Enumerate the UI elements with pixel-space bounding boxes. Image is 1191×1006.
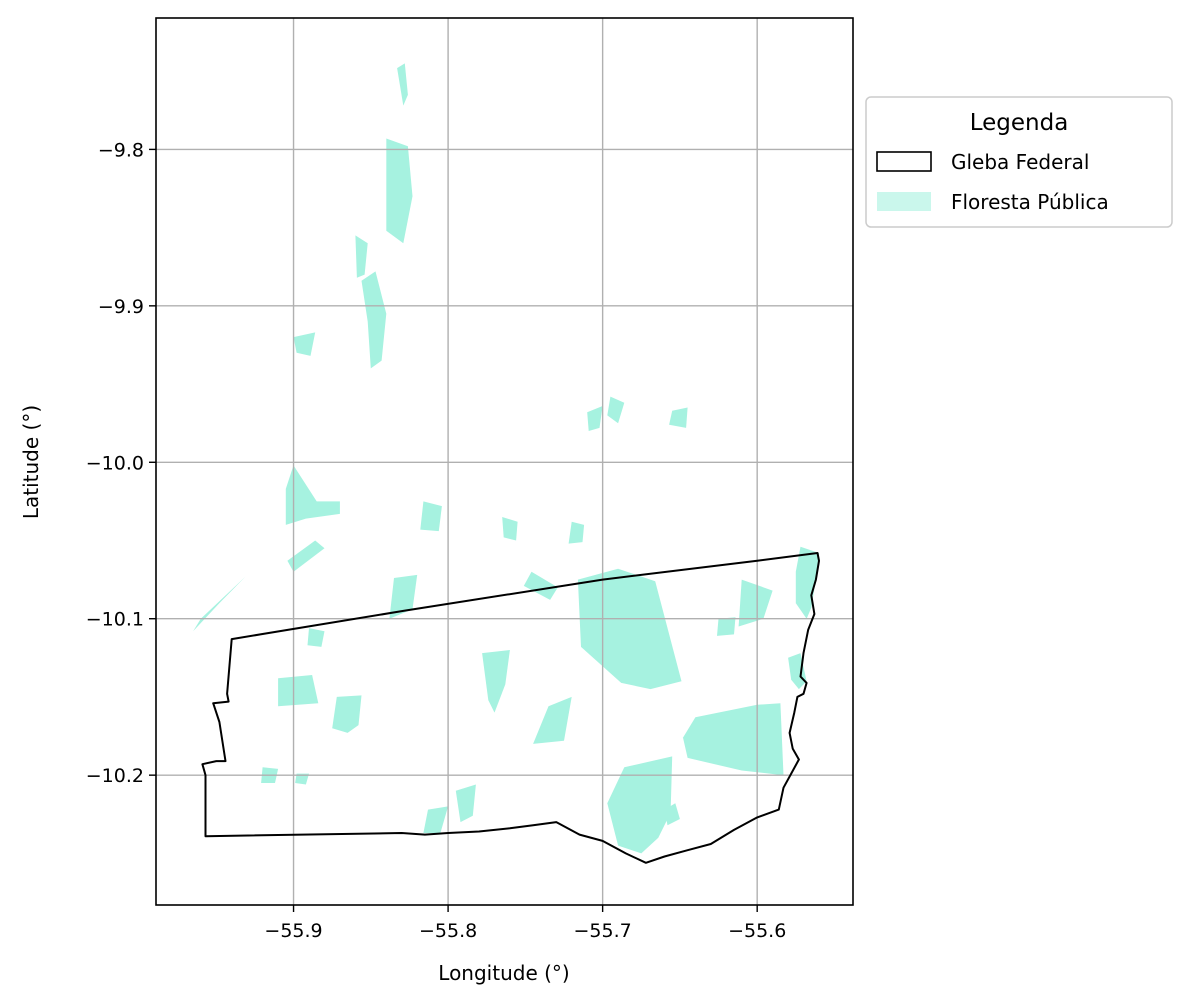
- legend: Legenda Gleba Federal Floresta Pública: [865, 96, 1173, 228]
- forest-patch-32: [717, 617, 736, 636]
- forest-patch-6: [482, 650, 510, 713]
- x-tick-label: −55.8: [419, 920, 477, 942]
- forest-layer: [193, 63, 819, 854]
- forest-patch-25: [423, 806, 449, 833]
- x-axis: −55.9 −55.8 −55.7 −55.6: [264, 905, 786, 942]
- forest-patch-17: [293, 332, 316, 356]
- boundary-layer: [201, 552, 820, 864]
- forest-patch-7: [332, 695, 362, 733]
- forest-patch-1: [683, 703, 784, 776]
- forest-patch-2: [607, 756, 673, 854]
- legend-swatch-gleba: [876, 151, 932, 172]
- forest-patch-9: [533, 696, 572, 744]
- forest-patch-24: [523, 571, 558, 600]
- x-axis-title: Longitude (°): [438, 961, 569, 985]
- forest-patch-18: [568, 521, 585, 544]
- plot-background: [156, 18, 853, 905]
- forest-patch-31: [295, 773, 309, 785]
- forest-patch-23: [420, 501, 442, 532]
- legend-title: Legenda: [970, 110, 1069, 136]
- forest-patch-10: [455, 784, 476, 823]
- forest-patch-19: [669, 407, 688, 428]
- forest-patch-8: [389, 574, 418, 619]
- y-axis-title: Latitude (°): [19, 405, 43, 519]
- forest-patch-21: [607, 396, 625, 424]
- forest-patch-16: [355, 235, 368, 278]
- plot-frame: [155, 17, 854, 906]
- y-axis: −9.8 −9.9 −10.0 −10.1 −10.2: [86, 139, 156, 787]
- y-tick-label: −10.2: [86, 765, 144, 787]
- forest-patch-3: [795, 546, 819, 619]
- forest-patch-20: [587, 406, 603, 431]
- x-tick-label: −55.9: [264, 920, 322, 942]
- x-tick-label: −55.7: [574, 920, 632, 942]
- legend-swatch-floresta: [877, 192, 931, 211]
- forest-patch-22: [502, 517, 518, 541]
- x-tick-label: −55.6: [728, 920, 786, 942]
- y-tick-label: −9.8: [98, 139, 144, 161]
- legend-label-gleba: Gleba Federal: [951, 150, 1089, 174]
- grid-layer: [156, 18, 853, 905]
- gleba-boundary: [201, 552, 820, 864]
- forest-patch-26: [664, 803, 680, 826]
- legend-box: [865, 96, 1173, 228]
- legend-label-floresta: Floresta Pública: [951, 190, 1109, 214]
- forest-patch-0: [577, 568, 682, 690]
- forest-patch-5: [278, 675, 319, 707]
- y-tick-label: −10.0: [86, 452, 144, 474]
- forest-patch-15: [397, 63, 408, 106]
- forest-patch-11: [738, 579, 773, 627]
- y-tick-label: −9.9: [98, 296, 144, 318]
- y-tick-label: −10.1: [86, 609, 144, 631]
- forest-patch-13: [386, 138, 413, 244]
- forest-patch-14: [361, 271, 387, 369]
- forest-patch-29: [307, 628, 325, 647]
- forest-patch-28: [287, 540, 325, 572]
- forest-patch-12: [285, 465, 340, 525]
